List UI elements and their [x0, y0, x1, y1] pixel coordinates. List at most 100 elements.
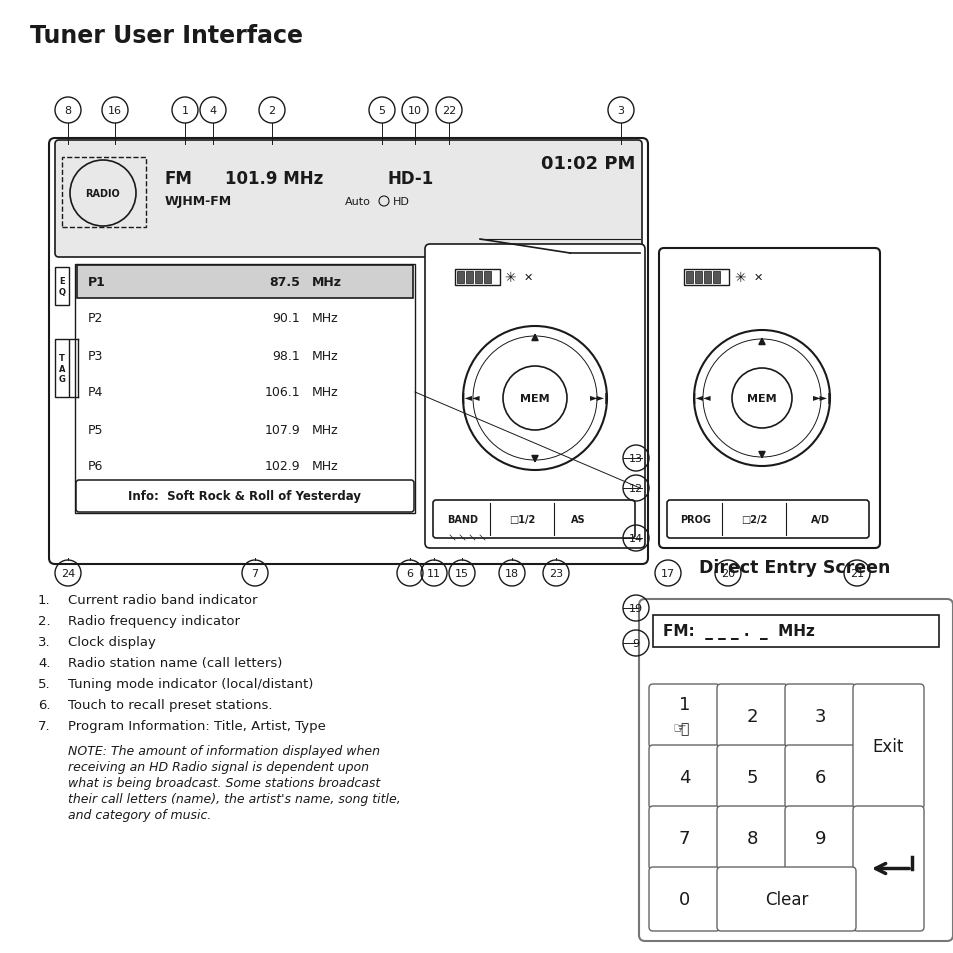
- FancyBboxPatch shape: [49, 139, 647, 564]
- FancyBboxPatch shape: [717, 806, 787, 870]
- Text: 13: 13: [628, 454, 642, 463]
- Text: 87.5: 87.5: [269, 276, 299, 289]
- FancyBboxPatch shape: [717, 684, 787, 748]
- Text: HD-1: HD-1: [388, 170, 434, 188]
- Text: 6: 6: [406, 568, 413, 578]
- FancyBboxPatch shape: [784, 745, 855, 809]
- Text: Current radio band indicator: Current radio band indicator: [68, 594, 257, 606]
- Text: WJHM-FM: WJHM-FM: [165, 195, 232, 209]
- Text: □1/2: □1/2: [508, 515, 535, 524]
- Text: ✕: ✕: [753, 273, 761, 283]
- Text: ✳: ✳: [734, 271, 745, 285]
- Text: 101.9 MHz: 101.9 MHz: [225, 170, 323, 188]
- Text: P1: P1: [88, 276, 106, 289]
- Text: Touch to recall preset stations.: Touch to recall preset stations.: [68, 699, 273, 711]
- Text: ►►|: ►►|: [812, 393, 830, 404]
- FancyBboxPatch shape: [717, 867, 855, 931]
- Text: 3.: 3.: [38, 636, 51, 648]
- Text: Tuner User Interface: Tuner User Interface: [30, 24, 303, 48]
- Text: Exit: Exit: [872, 738, 903, 756]
- Bar: [75, 265, 415, 514]
- FancyBboxPatch shape: [717, 745, 787, 809]
- Text: 4: 4: [210, 106, 216, 116]
- FancyBboxPatch shape: [55, 141, 641, 257]
- Text: 98.1: 98.1: [272, 349, 299, 362]
- Bar: [652, 616, 938, 647]
- Text: T
A
G: T A G: [58, 354, 66, 383]
- Text: 16: 16: [108, 106, 122, 116]
- Text: 22: 22: [441, 106, 456, 116]
- Text: MHz: MHz: [312, 349, 338, 362]
- FancyBboxPatch shape: [659, 249, 879, 548]
- Text: and category of music.: and category of music.: [68, 808, 212, 821]
- Text: 3: 3: [814, 707, 825, 725]
- FancyBboxPatch shape: [852, 806, 923, 931]
- FancyBboxPatch shape: [784, 806, 855, 870]
- Text: P3: P3: [88, 349, 103, 362]
- Text: MHz: MHz: [312, 276, 341, 289]
- Text: 9: 9: [632, 639, 639, 648]
- Bar: [685, 272, 692, 284]
- Text: 106.1: 106.1: [264, 386, 299, 399]
- Text: 8: 8: [65, 106, 71, 116]
- Text: 2: 2: [268, 106, 275, 116]
- Text: FM: FM: [165, 170, 193, 188]
- Text: PROG: PROG: [679, 515, 711, 524]
- Bar: [456, 272, 463, 284]
- Text: 9: 9: [814, 829, 825, 847]
- Bar: [683, 270, 728, 286]
- Text: MHz: MHz: [312, 460, 338, 473]
- Text: 7: 7: [678, 829, 690, 847]
- FancyBboxPatch shape: [433, 500, 635, 538]
- Text: 1.: 1.: [38, 594, 51, 606]
- Text: P6: P6: [88, 460, 103, 473]
- Text: 6: 6: [814, 768, 825, 786]
- FancyBboxPatch shape: [639, 599, 952, 941]
- Text: Clear: Clear: [764, 890, 807, 908]
- FancyBboxPatch shape: [648, 806, 720, 870]
- FancyBboxPatch shape: [648, 684, 720, 748]
- Text: Radio frequency indicator: Radio frequency indicator: [68, 615, 240, 627]
- Text: ✳: ✳: [503, 271, 516, 285]
- Text: Tuning mode indicator (local/distant): Tuning mode indicator (local/distant): [68, 678, 313, 690]
- Text: 5: 5: [378, 106, 385, 116]
- Text: FM:  _ _ _ .  _  MHz: FM: _ _ _ . _ MHz: [662, 623, 814, 639]
- Text: AS: AS: [570, 515, 585, 524]
- FancyBboxPatch shape: [666, 500, 868, 538]
- Text: 7: 7: [252, 568, 258, 578]
- Bar: [77, 266, 413, 298]
- Text: 0: 0: [679, 890, 689, 908]
- Text: MHz: MHz: [312, 313, 338, 325]
- Bar: [712, 272, 720, 284]
- Text: Radio station name (call letters): Radio station name (call letters): [68, 657, 282, 669]
- Text: BAND: BAND: [447, 515, 478, 524]
- Text: RADIO: RADIO: [86, 189, 120, 199]
- FancyBboxPatch shape: [424, 245, 644, 548]
- Text: |◄◄: |◄◄: [692, 393, 711, 404]
- Text: 90.1: 90.1: [272, 313, 299, 325]
- Text: MEM: MEM: [746, 394, 776, 403]
- Text: 11: 11: [427, 568, 440, 578]
- Text: 107.9: 107.9: [264, 423, 299, 436]
- Text: ►►|: ►►|: [589, 393, 608, 404]
- Text: Program Information: Title, Artist, Type: Program Information: Title, Artist, Type: [68, 720, 326, 732]
- Text: 1: 1: [181, 106, 189, 116]
- Text: 12: 12: [628, 483, 642, 494]
- Text: their call letters (name), the artist's name, song title,: their call letters (name), the artist's …: [68, 792, 400, 805]
- Text: 3: 3: [617, 106, 624, 116]
- FancyBboxPatch shape: [852, 684, 923, 809]
- Text: MHz: MHz: [312, 386, 338, 399]
- Text: 8: 8: [746, 829, 758, 847]
- Text: □2/2: □2/2: [740, 515, 766, 524]
- Text: 2: 2: [746, 707, 758, 725]
- Text: |◄◄: |◄◄: [461, 393, 479, 404]
- Text: E
Q: E Q: [58, 277, 66, 296]
- Text: 10: 10: [408, 106, 421, 116]
- FancyBboxPatch shape: [784, 684, 855, 748]
- Text: Info:  Soft Rock & Roll of Yesterday: Info: Soft Rock & Roll of Yesterday: [129, 490, 361, 503]
- Bar: [475, 272, 481, 284]
- Text: ✕: ✕: [523, 273, 532, 283]
- Text: 6.: 6.: [38, 699, 51, 711]
- Text: 7.: 7.: [38, 720, 51, 732]
- Text: 24: 24: [61, 568, 75, 578]
